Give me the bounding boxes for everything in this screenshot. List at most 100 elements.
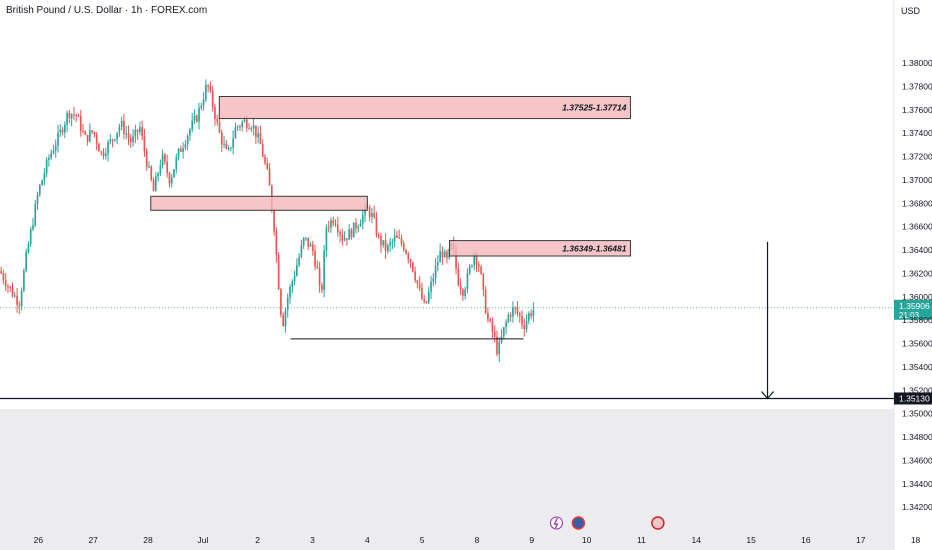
candle-body (13, 295, 16, 297)
candle-body (161, 154, 164, 166)
candle-body (252, 125, 255, 129)
candle-body (530, 313, 532, 316)
candle-body (173, 169, 175, 178)
candle-body (505, 321, 507, 328)
candle-body (170, 177, 173, 184)
candle-body (141, 127, 143, 137)
price-tick-label: 1.37400 (902, 128, 932, 138)
candle-body (375, 217, 378, 236)
candle-body (34, 203, 37, 226)
lightning-icon[interactable] (549, 516, 563, 530)
candle-body (102, 152, 105, 156)
resistance-zone[interactable] (150, 195, 368, 211)
candle-body (125, 133, 128, 135)
candle-body (293, 275, 296, 282)
symbol-title[interactable]: British Pound / U.S. Dollar · 1h · FOREX… (6, 5, 208, 16)
candle-body (148, 166, 150, 168)
candle-body (202, 99, 205, 106)
candle-body (68, 112, 71, 119)
candle-body (393, 235, 396, 242)
candle-body (150, 166, 153, 180)
resistance-zone[interactable] (218, 95, 631, 120)
candle-body (400, 238, 403, 244)
candle-body (227, 148, 230, 150)
candle-body (386, 245, 389, 251)
candle-body (484, 289, 487, 313)
candle-body (66, 112, 68, 125)
candle-body (164, 154, 166, 162)
candle-body (286, 297, 289, 311)
candle-body (123, 120, 125, 134)
candle-body (50, 153, 53, 159)
candle-body (471, 265, 473, 267)
candle-body (493, 331, 496, 337)
candle-body (59, 129, 62, 133)
candle-body (275, 231, 278, 256)
candle-body (525, 320, 528, 330)
below-target-shade (0, 409, 894, 550)
candle-body (373, 212, 376, 218)
zone-label: 1.37525-1.37714 (562, 103, 627, 113)
candle-body (466, 272, 469, 290)
candle-body (195, 115, 198, 122)
candle-body (307, 237, 310, 247)
candle-body (100, 151, 103, 153)
candle-body (75, 114, 78, 116)
candle-body (487, 312, 489, 320)
uk-flag-icon[interactable] (651, 516, 665, 530)
candle-body (7, 286, 9, 288)
candle-body (355, 222, 357, 229)
candle-body (462, 289, 464, 296)
candle-body (166, 161, 169, 174)
candle-body (98, 143, 100, 152)
candle-body (409, 259, 412, 263)
candle-body (38, 185, 41, 195)
candle-body (382, 240, 385, 246)
candle-body (118, 126, 121, 133)
candle-body (70, 114, 73, 119)
candle-body (514, 307, 517, 309)
candle-body (145, 151, 148, 167)
candle-body (109, 139, 112, 143)
candle-body (116, 132, 118, 140)
candle-body (0, 271, 2, 274)
price-tick-label: 1.35200 (902, 385, 932, 395)
candle-body (36, 194, 39, 204)
candle-body (416, 280, 419, 284)
candle-body (261, 144, 264, 157)
candle-body (239, 126, 241, 128)
candle-body (273, 210, 275, 232)
candle-body (459, 285, 462, 290)
candle-body (468, 266, 471, 273)
resistance-zone[interactable] (449, 240, 631, 257)
candle-body (82, 131, 84, 133)
candle-body (398, 237, 401, 239)
candle-body (61, 129, 64, 133)
currency-label[interactable]: USD (900, 6, 920, 16)
candle-body (282, 314, 285, 327)
candle-body (86, 134, 89, 142)
candle-body (523, 324, 526, 330)
last-price-label: 1.35906 (899, 301, 930, 311)
candle-body (377, 235, 380, 237)
candle-body (446, 251, 448, 258)
candle-body (54, 145, 57, 151)
time-tick-label: 10 (582, 535, 592, 545)
price-tick-label: 1.37000 (902, 175, 932, 185)
candle-body (95, 134, 98, 144)
candle-body (198, 107, 200, 122)
candle-body (236, 126, 239, 128)
candle-body (327, 227, 330, 229)
candle-body (532, 310, 535, 316)
time-tick-label: 17 (856, 535, 866, 545)
us-flag-icon[interactable] (571, 516, 586, 530)
time-tick-label: 18 (911, 535, 921, 545)
candle-body (489, 319, 492, 321)
candle-body (57, 132, 59, 146)
candle-body (255, 125, 257, 138)
time-tick-label: 3 (310, 535, 315, 545)
candle-body (439, 251, 441, 263)
candle-body (443, 251, 446, 258)
